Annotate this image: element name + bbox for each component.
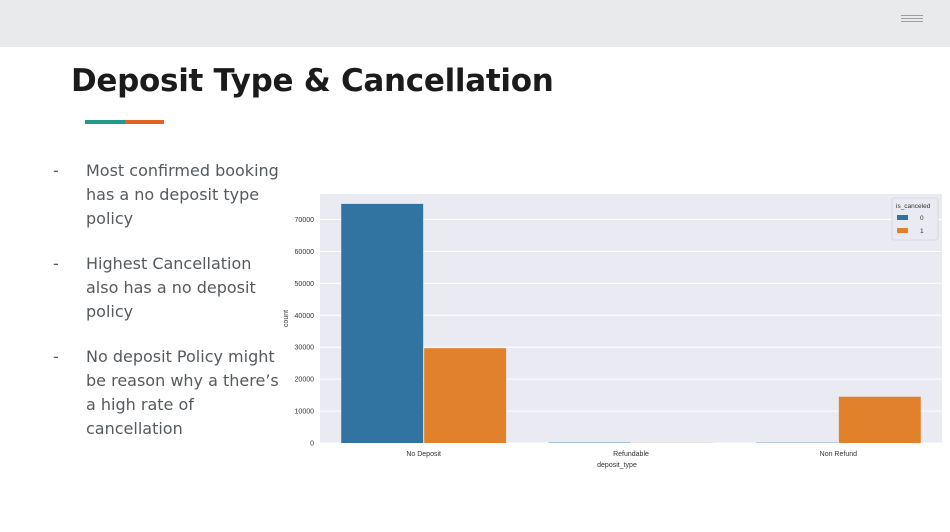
y-tick-label: 0 — [310, 441, 314, 448]
title-accent-bar — [85, 120, 164, 124]
x-tick-label: Non Refund — [820, 451, 857, 458]
y-axis-label: count — [283, 310, 290, 327]
legend-label: 0 — [920, 215, 924, 222]
top-bar — [0, 0, 950, 47]
deposit-cancellation-chart: 0 10000 20000 30000 40000 50000 60000 70000 No D… — [278, 190, 942, 475]
bullet-marker: - — [53, 254, 59, 273]
bullet-list: - Most confirmed booking has a no deposi… — [50, 159, 280, 462]
bar-non-refund-1 — [838, 396, 921, 443]
bar-chart-svg: 0 10000 20000 30000 40000 50000 60000 70000 No D… — [283, 194, 942, 469]
y-tick-label: 20000 — [295, 377, 315, 384]
y-tick-label: 60000 — [295, 249, 315, 256]
accent-teal — [85, 120, 125, 124]
slide-title: Deposit Type & Cancellation — [71, 63, 554, 99]
accent-orange — [125, 120, 164, 124]
y-tick-label: 10000 — [295, 409, 315, 416]
y-tick-label: 40000 — [295, 313, 315, 320]
y-tick-label: 70000 — [295, 217, 315, 224]
y-tick-label: 30000 — [295, 345, 315, 352]
x-axis-label: deposit_type — [597, 462, 637, 469]
bullet-text: Highest Cancellation also has a no depos… — [86, 254, 256, 321]
bullet-marker: - — [53, 347, 59, 366]
bullet-marker: - — [53, 161, 59, 180]
y-tick-label: 50000 — [295, 281, 315, 288]
bullet-item: - Most confirmed booking has a no deposi… — [50, 159, 280, 231]
bullet-text: No deposit Policy might be reason why a … — [86, 347, 279, 438]
bullet-item: - Highest Cancellation also has a no dep… — [50, 252, 280, 324]
bullet-text: Most confirmed booking has a no deposit … — [86, 161, 279, 228]
legend-title: is_canceled — [896, 203, 931, 210]
bar-no-deposit-1 — [424, 348, 507, 443]
x-tick-label: Refundable — [613, 451, 649, 458]
legend-label: 1 — [920, 228, 924, 235]
legend-swatch-0 — [897, 215, 908, 220]
bar-no-deposit-0 — [341, 203, 424, 443]
plot-background — [320, 194, 942, 443]
x-tick-label: No Deposit — [406, 451, 441, 458]
hamburger-menu-icon[interactable] — [901, 15, 923, 25]
legend-swatch-1 — [897, 228, 908, 233]
bullet-item: - No deposit Policy might be reason why … — [50, 345, 280, 441]
